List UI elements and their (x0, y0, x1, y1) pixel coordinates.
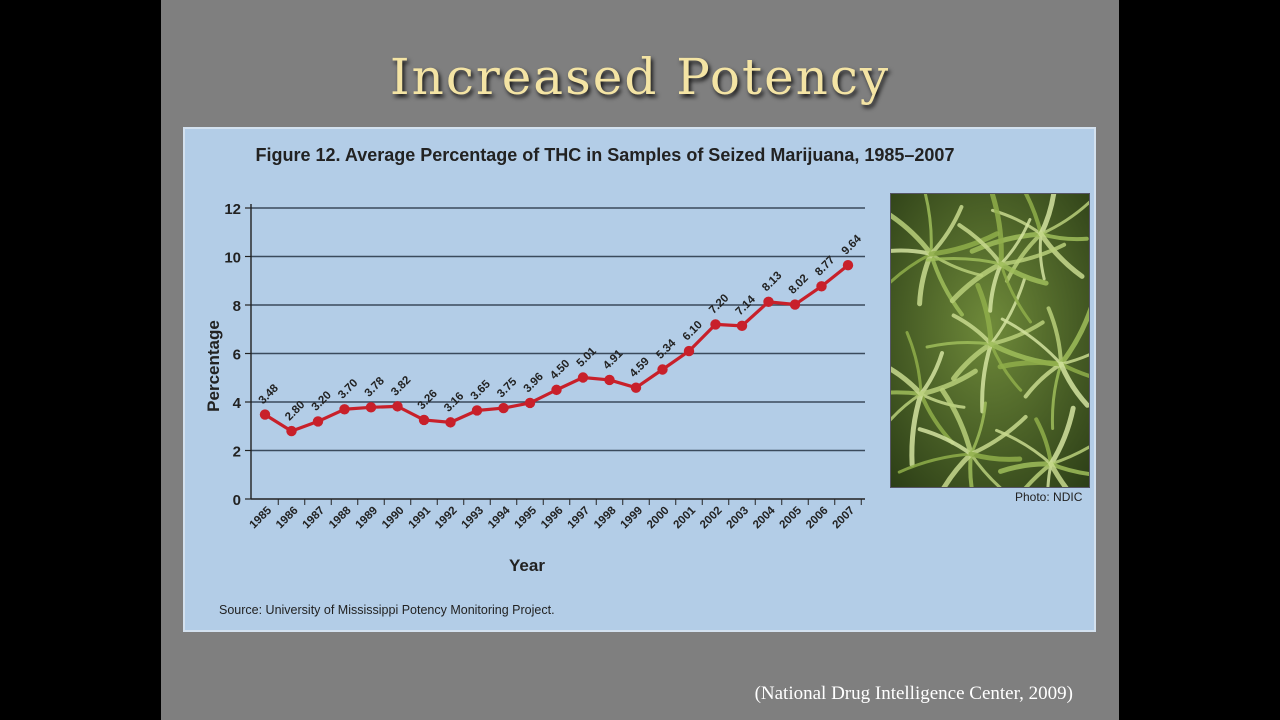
x-tick-label: 1988 (327, 504, 354, 531)
x-tick-label: 2000 (645, 505, 672, 532)
data-label: 3.96 (522, 371, 546, 395)
x-tick-label: 2007 (831, 505, 858, 532)
x-tick-label: 2001 (672, 504, 699, 531)
slide-title: Increased Potency (389, 48, 891, 106)
data-label: 3.75 (495, 375, 520, 400)
data-point (524, 397, 536, 409)
x-tick-label: 1987 (301, 505, 328, 532)
data-point (498, 402, 509, 414)
data-label: 3.48 (257, 382, 282, 407)
x-tick-label: 2004 (751, 504, 778, 531)
y-tick-label: 6 (233, 347, 241, 364)
chart-title: Figure 12. Average Percentage of THC in … (255, 145, 955, 165)
x-tick-label: 1996 (539, 505, 566, 532)
data-label: 4.50 (548, 358, 572, 382)
x-tick-label: 1998 (592, 504, 619, 531)
x-tick-label: 1999 (619, 505, 646, 532)
x-tick-label: 1992 (433, 505, 460, 532)
x-tick-label: 1985 (248, 504, 275, 531)
data-labels: 3.482.80 3.20 3.70 3.78 3.823.26 3.16 3.65 3.75… (257, 233, 865, 424)
data-label: 4.59 (628, 355, 652, 379)
data-point (339, 404, 350, 415)
data-point (789, 299, 801, 310)
data-point (365, 402, 377, 413)
x-tick-label: 1993 (460, 505, 487, 532)
data-label: 3.70 (336, 377, 360, 401)
data-point (286, 425, 297, 437)
data-point (683, 345, 695, 357)
data-point (577, 372, 589, 383)
data-label: 4.91 (601, 347, 626, 372)
data-point (551, 384, 562, 396)
data-point (630, 382, 642, 393)
data-point (710, 319, 721, 330)
data-point (657, 364, 668, 375)
citation: (National Drug Intelligence Center, 2009… (754, 683, 1073, 704)
x-tick-label: 1991 (407, 504, 434, 531)
x-tick-label: 1990 (380, 505, 407, 532)
x-tick-label: 2005 (778, 504, 805, 531)
slide: Increased Potency Figure 12. Average Per… (161, 0, 1119, 720)
data-label: 3.26 (416, 388, 440, 412)
y-tick-label: 10 (224, 250, 241, 267)
data-point (392, 401, 403, 412)
figure-panel: Figure 12. Average Percentage of THC in … (183, 127, 1096, 632)
data-point (816, 281, 827, 292)
data-label: 5.34 (654, 337, 679, 362)
x-axis-label: Year (509, 556, 545, 575)
data-point (471, 405, 483, 416)
data-label: 3.82 (389, 374, 413, 398)
x-tick-label: 1997 (566, 505, 593, 532)
data-label: 8.13 (760, 270, 784, 294)
x-tick-label: 2002 (698, 505, 725, 532)
chart-source: Source: University of Mississippi Potenc… (219, 603, 555, 617)
axes (245, 204, 865, 505)
data-label: 3.65 (469, 378, 494, 403)
data-series (259, 260, 854, 437)
x-tick-label: 1994 (486, 504, 513, 531)
data-point (418, 414, 430, 426)
data-label: 9.64 (840, 233, 865, 258)
data-point (763, 296, 774, 308)
y-tick-label: 8 (233, 298, 241, 315)
data-label: 8.02 (787, 272, 811, 296)
y-tick-label: 4 (233, 395, 242, 412)
y-tick-labels: 0 2 4 6 8 10 12 (224, 201, 241, 509)
data-point (842, 260, 854, 271)
data-label: 5.01 (575, 345, 600, 370)
data-point (604, 374, 615, 386)
data-point (736, 320, 748, 332)
data-point (445, 417, 456, 428)
data-label: 3.78 (363, 375, 388, 400)
x-tick-label: 1989 (354, 505, 381, 532)
y-tick-label: 0 (233, 492, 241, 509)
cannabis-photo (890, 193, 1090, 488)
x-tick-label: 1995 (513, 504, 540, 531)
x-tick-label: 1986 (274, 505, 301, 532)
data-point (259, 409, 271, 420)
x-tick-label: 2003 (725, 505, 752, 532)
thc-trend-line (264, 263, 849, 433)
x-tick-label: 2006 (804, 505, 831, 532)
y-tick-label: 12 (224, 201, 241, 218)
data-point (312, 416, 324, 427)
y-axis-label: Percentage (204, 320, 223, 412)
x-tick-labels: 1985 1986 1987 1988 1989 1990 1991 1992 1993 1994… (248, 504, 858, 531)
photo-credit: Photo: NDIC (1015, 490, 1083, 504)
y-tick-label: 2 (233, 444, 241, 461)
cannabis-leaves-image (891, 194, 1089, 487)
